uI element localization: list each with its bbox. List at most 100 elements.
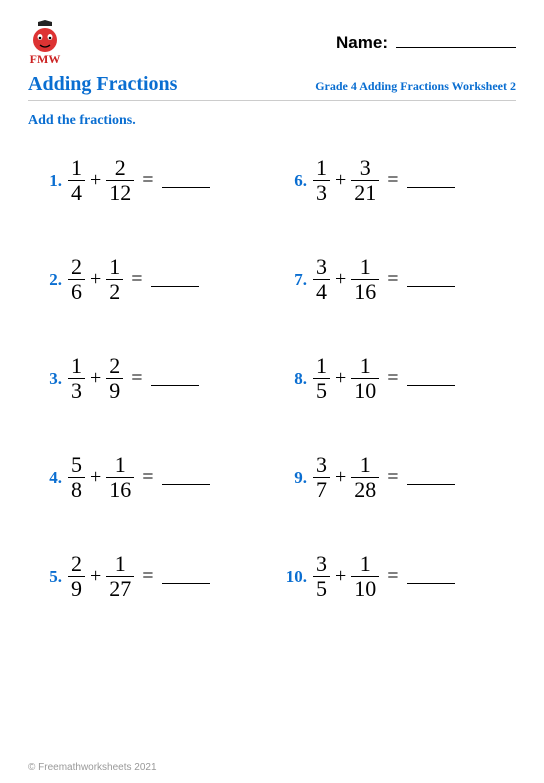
denominator: 4 bbox=[313, 280, 330, 303]
problem: 2.26+12= bbox=[32, 256, 267, 303]
numerator: 1 bbox=[357, 256, 374, 279]
numerator: 1 bbox=[313, 355, 330, 378]
fraction-a: 35 bbox=[313, 553, 330, 600]
problem: 3. 13+29 = bbox=[32, 355, 267, 402]
name-field: Name: bbox=[336, 30, 516, 53]
plus-operator: + bbox=[335, 169, 346, 192]
problem-number: 1. bbox=[32, 171, 62, 191]
denominator: 27 bbox=[106, 577, 134, 600]
denominator: 12 bbox=[106, 181, 134, 204]
denominator: 2 bbox=[106, 280, 123, 303]
numerator: 1 bbox=[68, 355, 85, 378]
denominator: 5 bbox=[313, 379, 330, 402]
fraction-b: 128 bbox=[351, 454, 379, 501]
numerator: 1 bbox=[106, 256, 123, 279]
denominator: 21 bbox=[351, 181, 379, 204]
fraction-b: 110 bbox=[351, 553, 379, 600]
fraction-a: 14 bbox=[68, 157, 85, 204]
logo-text: FMW bbox=[30, 52, 61, 67]
denominator: 16 bbox=[106, 478, 134, 501]
problem: 1. 14+212 = bbox=[32, 157, 267, 204]
plus-operator: + bbox=[90, 367, 101, 390]
problem-number: 3. bbox=[32, 369, 62, 389]
equals-sign: = bbox=[142, 466, 153, 489]
equals-sign: = bbox=[131, 367, 142, 390]
answer-blank[interactable] bbox=[151, 385, 199, 386]
plus-operator: + bbox=[90, 268, 101, 291]
fraction-b: 321 bbox=[351, 157, 379, 204]
worksheet-page: FMW Name: Adding Fractions Grade 4 Addin… bbox=[0, 0, 544, 783]
plus-operator: + bbox=[335, 268, 346, 291]
problem: 5.29+127= bbox=[32, 553, 267, 600]
answer-blank[interactable] bbox=[162, 484, 210, 485]
answer-blank[interactable] bbox=[407, 484, 455, 485]
fraction-b: 12 bbox=[106, 256, 123, 303]
answer-blank[interactable] bbox=[407, 385, 455, 386]
plus-operator: + bbox=[90, 169, 101, 192]
answer-blank[interactable] bbox=[162, 187, 210, 188]
numerator: 1 bbox=[112, 553, 129, 576]
equals-sign: = bbox=[387, 565, 398, 588]
problem-number: 5. bbox=[32, 567, 62, 587]
problem: 9.37+128= bbox=[277, 454, 512, 501]
numerator: 5 bbox=[68, 454, 85, 477]
equals-sign: = bbox=[142, 565, 153, 588]
fraction-a: 34 bbox=[313, 256, 330, 303]
denominator: 5 bbox=[313, 577, 330, 600]
plus-operator: + bbox=[335, 367, 346, 390]
denominator: 8 bbox=[68, 478, 85, 501]
denominator: 4 bbox=[68, 181, 85, 204]
numerator: 2 bbox=[68, 553, 85, 576]
denominator: 10 bbox=[351, 577, 379, 600]
denominator: 10 bbox=[351, 379, 379, 402]
problem: 10.35+110= bbox=[277, 553, 512, 600]
name-input-line[interactable] bbox=[396, 30, 516, 48]
fraction-a: 15 bbox=[313, 355, 330, 402]
numerator: 2 bbox=[68, 256, 85, 279]
name-label: Name: bbox=[336, 33, 388, 53]
numerator: 3 bbox=[313, 553, 330, 576]
numerator: 3 bbox=[313, 256, 330, 279]
problem-number: 9. bbox=[277, 468, 307, 488]
fraction-b: 110 bbox=[351, 355, 379, 402]
fraction-a: 58 bbox=[68, 454, 85, 501]
denominator: 6 bbox=[68, 280, 85, 303]
fraction-a: 29 bbox=[68, 553, 85, 600]
problem: 7.34+116= bbox=[277, 256, 512, 303]
answer-blank[interactable] bbox=[407, 583, 455, 584]
numerator: 1 bbox=[357, 355, 374, 378]
problem-number: 4. bbox=[32, 468, 62, 488]
fraction-a: 26 bbox=[68, 256, 85, 303]
equals-sign: = bbox=[131, 268, 142, 291]
equals-sign: = bbox=[142, 169, 153, 192]
page-title: Adding Fractions bbox=[28, 73, 177, 96]
answer-blank[interactable] bbox=[151, 286, 199, 287]
answer-blank[interactable] bbox=[162, 583, 210, 584]
fraction-b: 212 bbox=[106, 157, 134, 204]
footer: © Freemathworksheets 2021 bbox=[28, 762, 157, 773]
problem: 6.13+321= bbox=[277, 157, 512, 204]
numerator: 1 bbox=[313, 157, 330, 180]
denominator: 16 bbox=[351, 280, 379, 303]
equals-sign: = bbox=[387, 169, 398, 192]
problems-grid: 1.14+212=6.13+321=2.26+12=7.34+116=3.13+… bbox=[28, 157, 516, 600]
fraction-b: 29 bbox=[106, 355, 123, 402]
problem: 8.15+110= bbox=[277, 355, 512, 402]
numerator: 1 bbox=[112, 454, 129, 477]
plus-operator: + bbox=[335, 565, 346, 588]
denominator: 3 bbox=[68, 379, 85, 402]
plus-operator: + bbox=[335, 466, 346, 489]
numerator: 2 bbox=[106, 355, 123, 378]
denominator: 28 bbox=[351, 478, 379, 501]
numerator: 3 bbox=[313, 454, 330, 477]
equals-sign: = bbox=[387, 367, 398, 390]
fraction-b: 116 bbox=[351, 256, 379, 303]
numerator: 1 bbox=[357, 553, 374, 576]
problem-number: 7. bbox=[277, 270, 307, 290]
fraction-a: 13 bbox=[68, 355, 85, 402]
answer-blank[interactable] bbox=[407, 187, 455, 188]
problem-number: 8. bbox=[277, 369, 307, 389]
instruction: Add the fractions. bbox=[28, 113, 516, 129]
answer-blank[interactable] bbox=[407, 286, 455, 287]
problem: 4.58+116= bbox=[32, 454, 267, 501]
